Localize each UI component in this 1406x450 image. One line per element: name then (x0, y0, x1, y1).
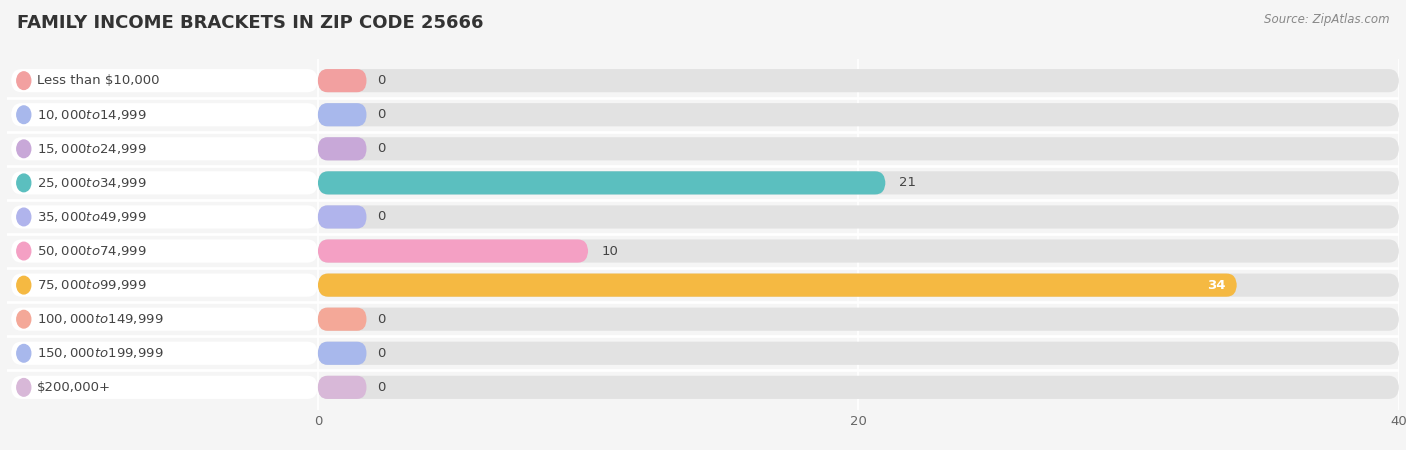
FancyBboxPatch shape (11, 342, 318, 365)
FancyBboxPatch shape (318, 308, 1399, 331)
FancyBboxPatch shape (318, 69, 367, 92)
FancyBboxPatch shape (11, 69, 318, 92)
Circle shape (17, 344, 31, 362)
Text: $75,000 to $99,999: $75,000 to $99,999 (37, 278, 146, 292)
FancyBboxPatch shape (318, 103, 1399, 126)
Circle shape (17, 72, 31, 90)
Circle shape (17, 140, 31, 157)
FancyBboxPatch shape (318, 171, 886, 194)
Text: $25,000 to $34,999: $25,000 to $34,999 (37, 176, 146, 190)
FancyBboxPatch shape (318, 171, 1399, 194)
FancyBboxPatch shape (318, 342, 367, 365)
FancyBboxPatch shape (318, 205, 367, 229)
Circle shape (17, 174, 31, 192)
FancyBboxPatch shape (11, 205, 318, 229)
FancyBboxPatch shape (318, 342, 1399, 365)
Text: Less than $10,000: Less than $10,000 (37, 74, 159, 87)
Text: 10: 10 (602, 244, 619, 257)
FancyBboxPatch shape (11, 274, 318, 297)
Text: 0: 0 (377, 142, 385, 155)
Text: 0: 0 (377, 74, 385, 87)
Text: 0: 0 (377, 313, 385, 326)
Text: $200,000+: $200,000+ (37, 381, 111, 394)
FancyBboxPatch shape (318, 137, 367, 160)
Circle shape (17, 310, 31, 328)
FancyBboxPatch shape (318, 103, 367, 126)
FancyBboxPatch shape (318, 376, 367, 399)
FancyBboxPatch shape (11, 308, 318, 331)
FancyBboxPatch shape (11, 137, 318, 160)
Text: $50,000 to $74,999: $50,000 to $74,999 (37, 244, 146, 258)
Text: 0: 0 (377, 108, 385, 121)
FancyBboxPatch shape (318, 137, 1399, 160)
Text: 0: 0 (377, 381, 385, 394)
Circle shape (17, 242, 31, 260)
Circle shape (17, 276, 31, 294)
Text: 34: 34 (1208, 279, 1226, 292)
Text: $35,000 to $49,999: $35,000 to $49,999 (37, 210, 146, 224)
FancyBboxPatch shape (318, 274, 1237, 297)
Circle shape (17, 378, 31, 396)
Text: Source: ZipAtlas.com: Source: ZipAtlas.com (1264, 14, 1389, 27)
Circle shape (17, 106, 31, 124)
FancyBboxPatch shape (318, 69, 1399, 92)
FancyBboxPatch shape (11, 103, 318, 126)
Text: $10,000 to $14,999: $10,000 to $14,999 (37, 108, 146, 122)
FancyBboxPatch shape (11, 376, 318, 399)
Text: 0: 0 (377, 347, 385, 360)
FancyBboxPatch shape (11, 239, 318, 263)
FancyBboxPatch shape (318, 376, 1399, 399)
Text: $100,000 to $149,999: $100,000 to $149,999 (37, 312, 163, 326)
Text: FAMILY INCOME BRACKETS IN ZIP CODE 25666: FAMILY INCOME BRACKETS IN ZIP CODE 25666 (17, 14, 484, 32)
Text: 21: 21 (898, 176, 915, 189)
FancyBboxPatch shape (318, 274, 1399, 297)
Circle shape (17, 208, 31, 226)
FancyBboxPatch shape (318, 239, 1399, 263)
FancyBboxPatch shape (11, 171, 318, 194)
Text: 0: 0 (377, 211, 385, 224)
FancyBboxPatch shape (318, 308, 367, 331)
FancyBboxPatch shape (318, 239, 588, 263)
Text: $15,000 to $24,999: $15,000 to $24,999 (37, 142, 146, 156)
FancyBboxPatch shape (318, 205, 1399, 229)
Text: $150,000 to $199,999: $150,000 to $199,999 (37, 346, 163, 360)
